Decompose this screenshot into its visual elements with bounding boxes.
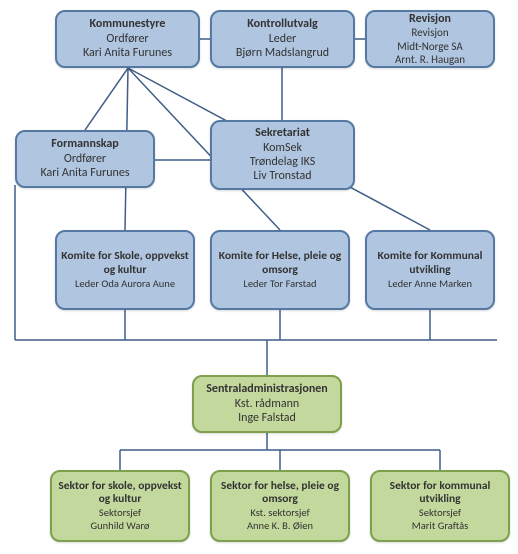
node-line: KomSek: [216, 141, 349, 155]
node-line: Sektorsjef: [56, 507, 184, 520]
node-line: Midt-Norge SA: [371, 40, 489, 53]
node-line: Sektorsjef: [376, 507, 504, 520]
node-title: Sentraladministrasjonen: [198, 382, 336, 396]
node-line: Trøndelag IKS: [216, 155, 349, 169]
node-line: Liv Tronstad: [216, 169, 349, 183]
node-line: Marit Graftås: [376, 520, 504, 533]
node-title: Sektor for skole, oppvekst og kultur: [56, 480, 184, 508]
node-kommunestyre: KommunestyreOrdførerKari Anita Furunes: [55, 10, 200, 68]
node-line: Anne K. B. Øien: [216, 520, 344, 533]
node-line: Kari Anita Furunes: [61, 46, 194, 60]
node-sentraladm: SentraladministrasjonenKst. rådmannInge …: [192, 375, 342, 433]
node-line: Gunhild Warø: [56, 520, 184, 533]
node-title: Sekretariat: [216, 126, 349, 140]
node-line: Ordfører: [21, 152, 149, 166]
org-chart-canvas: KommunestyreOrdførerKari Anita FurunesKo…: [0, 0, 518, 554]
node-title: Komite for Skole, oppvekst og kultur: [61, 250, 189, 278]
node-title: Sektor for kommunal utvikling: [376, 480, 504, 508]
node-line: Kari Anita Furunes: [21, 166, 149, 180]
node-sekretariat: SekretariatKomSekTrøndelag IKSLiv Tronst…: [210, 120, 355, 190]
node-line: Arnt. R. Haugan: [371, 53, 489, 66]
node-title: Sektor for helse, pleie og omsorg: [216, 480, 344, 508]
node-title: Revisjon: [371, 12, 489, 26]
node-komite_kommunal: Komite for Kommunal utviklingLeder Anne …: [365, 230, 495, 310]
node-title: Komite for Helse, pleie og omsorg: [216, 250, 344, 278]
node-title: Kontrollutvalg: [216, 17, 349, 31]
node-komite_skole: Komite for Skole, oppvekst og kulturLede…: [55, 230, 195, 310]
node-line: Leder: [216, 32, 349, 46]
node-line: Bjørn Madslangrud: [216, 46, 349, 60]
node-komite_helse: Komite for Helse, pleie og omsorgLeder T…: [210, 230, 350, 310]
node-line: Inge Falstad: [198, 411, 336, 425]
node-sektor_kommunal: Sektor for kommunal utviklingSektorsjefM…: [370, 470, 510, 542]
node-title: Kommunestyre: [61, 17, 194, 31]
node-line: Kst. rådmann: [198, 397, 336, 411]
node-kontrollutvalg: KontrollutvalgLederBjørn Madslangrud: [210, 10, 355, 68]
node-formannskap: FormannskapOrdførerKari Anita Furunes: [15, 130, 155, 188]
node-line: Ordfører: [61, 32, 194, 46]
node-title: Formannskap: [21, 137, 149, 151]
node-line: Leder Oda Aurora Aune: [61, 278, 189, 291]
node-revisjon: RevisjonRevisjonMidt-Norge SAArnt. R. Ha…: [365, 10, 495, 68]
node-line: Leder Anne Marken: [371, 278, 489, 291]
node-line: Kst. sektorsjef: [216, 507, 344, 520]
node-sektor_skole: Sektor for skole, oppvekst og kulturSekt…: [50, 470, 190, 542]
node-line: Revisjon: [371, 26, 489, 39]
node-sektor_helse: Sektor for helse, pleie og omsorgKst. se…: [210, 470, 350, 542]
node-line: Leder Tor Farstad: [216, 278, 344, 291]
node-title: Komite for Kommunal utvikling: [371, 250, 489, 278]
